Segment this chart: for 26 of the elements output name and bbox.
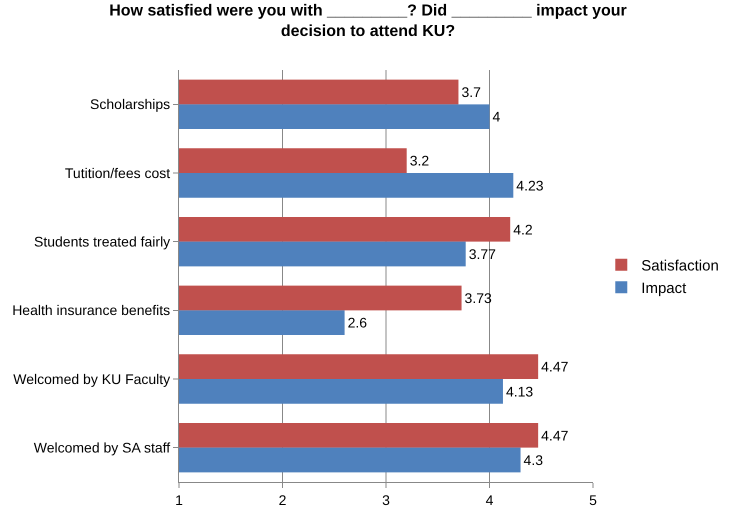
y-tick-label: Scholarships [90, 96, 170, 112]
y-tick-label: Students treated fairly [34, 234, 170, 250]
data-label: 3.7 [461, 84, 482, 100]
y-tick-label: Welcomed by SA staff [34, 440, 170, 456]
data-label: 4.2 [513, 221, 533, 238]
y-tick-label: Tutition/fees cost [64, 164, 170, 181]
x-tick-label: 5 [589, 492, 598, 508]
x-tick-label: 2 [278, 492, 287, 508]
chart-title: How satisfied were you with _________? Did _________ impact your decision to attend KU? [109, 2, 627, 40]
x-tick-label: 3 [382, 492, 390, 508]
y-tick-label: Health insurance benefits [12, 302, 170, 318]
data-label: 4.23 [516, 177, 544, 194]
legend-label: Impact [641, 280, 688, 298]
y-tick-label: Welcomed by KU Faculty [13, 370, 170, 387]
data-label: 4.13 [506, 383, 534, 400]
data-label: 3.2 [410, 152, 430, 169]
data-label: 4.3 [524, 452, 544, 468]
data-label: 4 [492, 108, 500, 125]
data-label: 3.77 [468, 246, 496, 262]
x-tick-label: 1 [175, 492, 184, 508]
data-label: 2.6 [348, 314, 368, 331]
legend-label: Satisfaction [641, 258, 719, 275]
data-label: 4.47 [541, 358, 569, 375]
data-label: 4.47 [541, 427, 569, 444]
data-label: 3.73 [464, 290, 492, 306]
x-tick-label: 4 [486, 492, 494, 508]
